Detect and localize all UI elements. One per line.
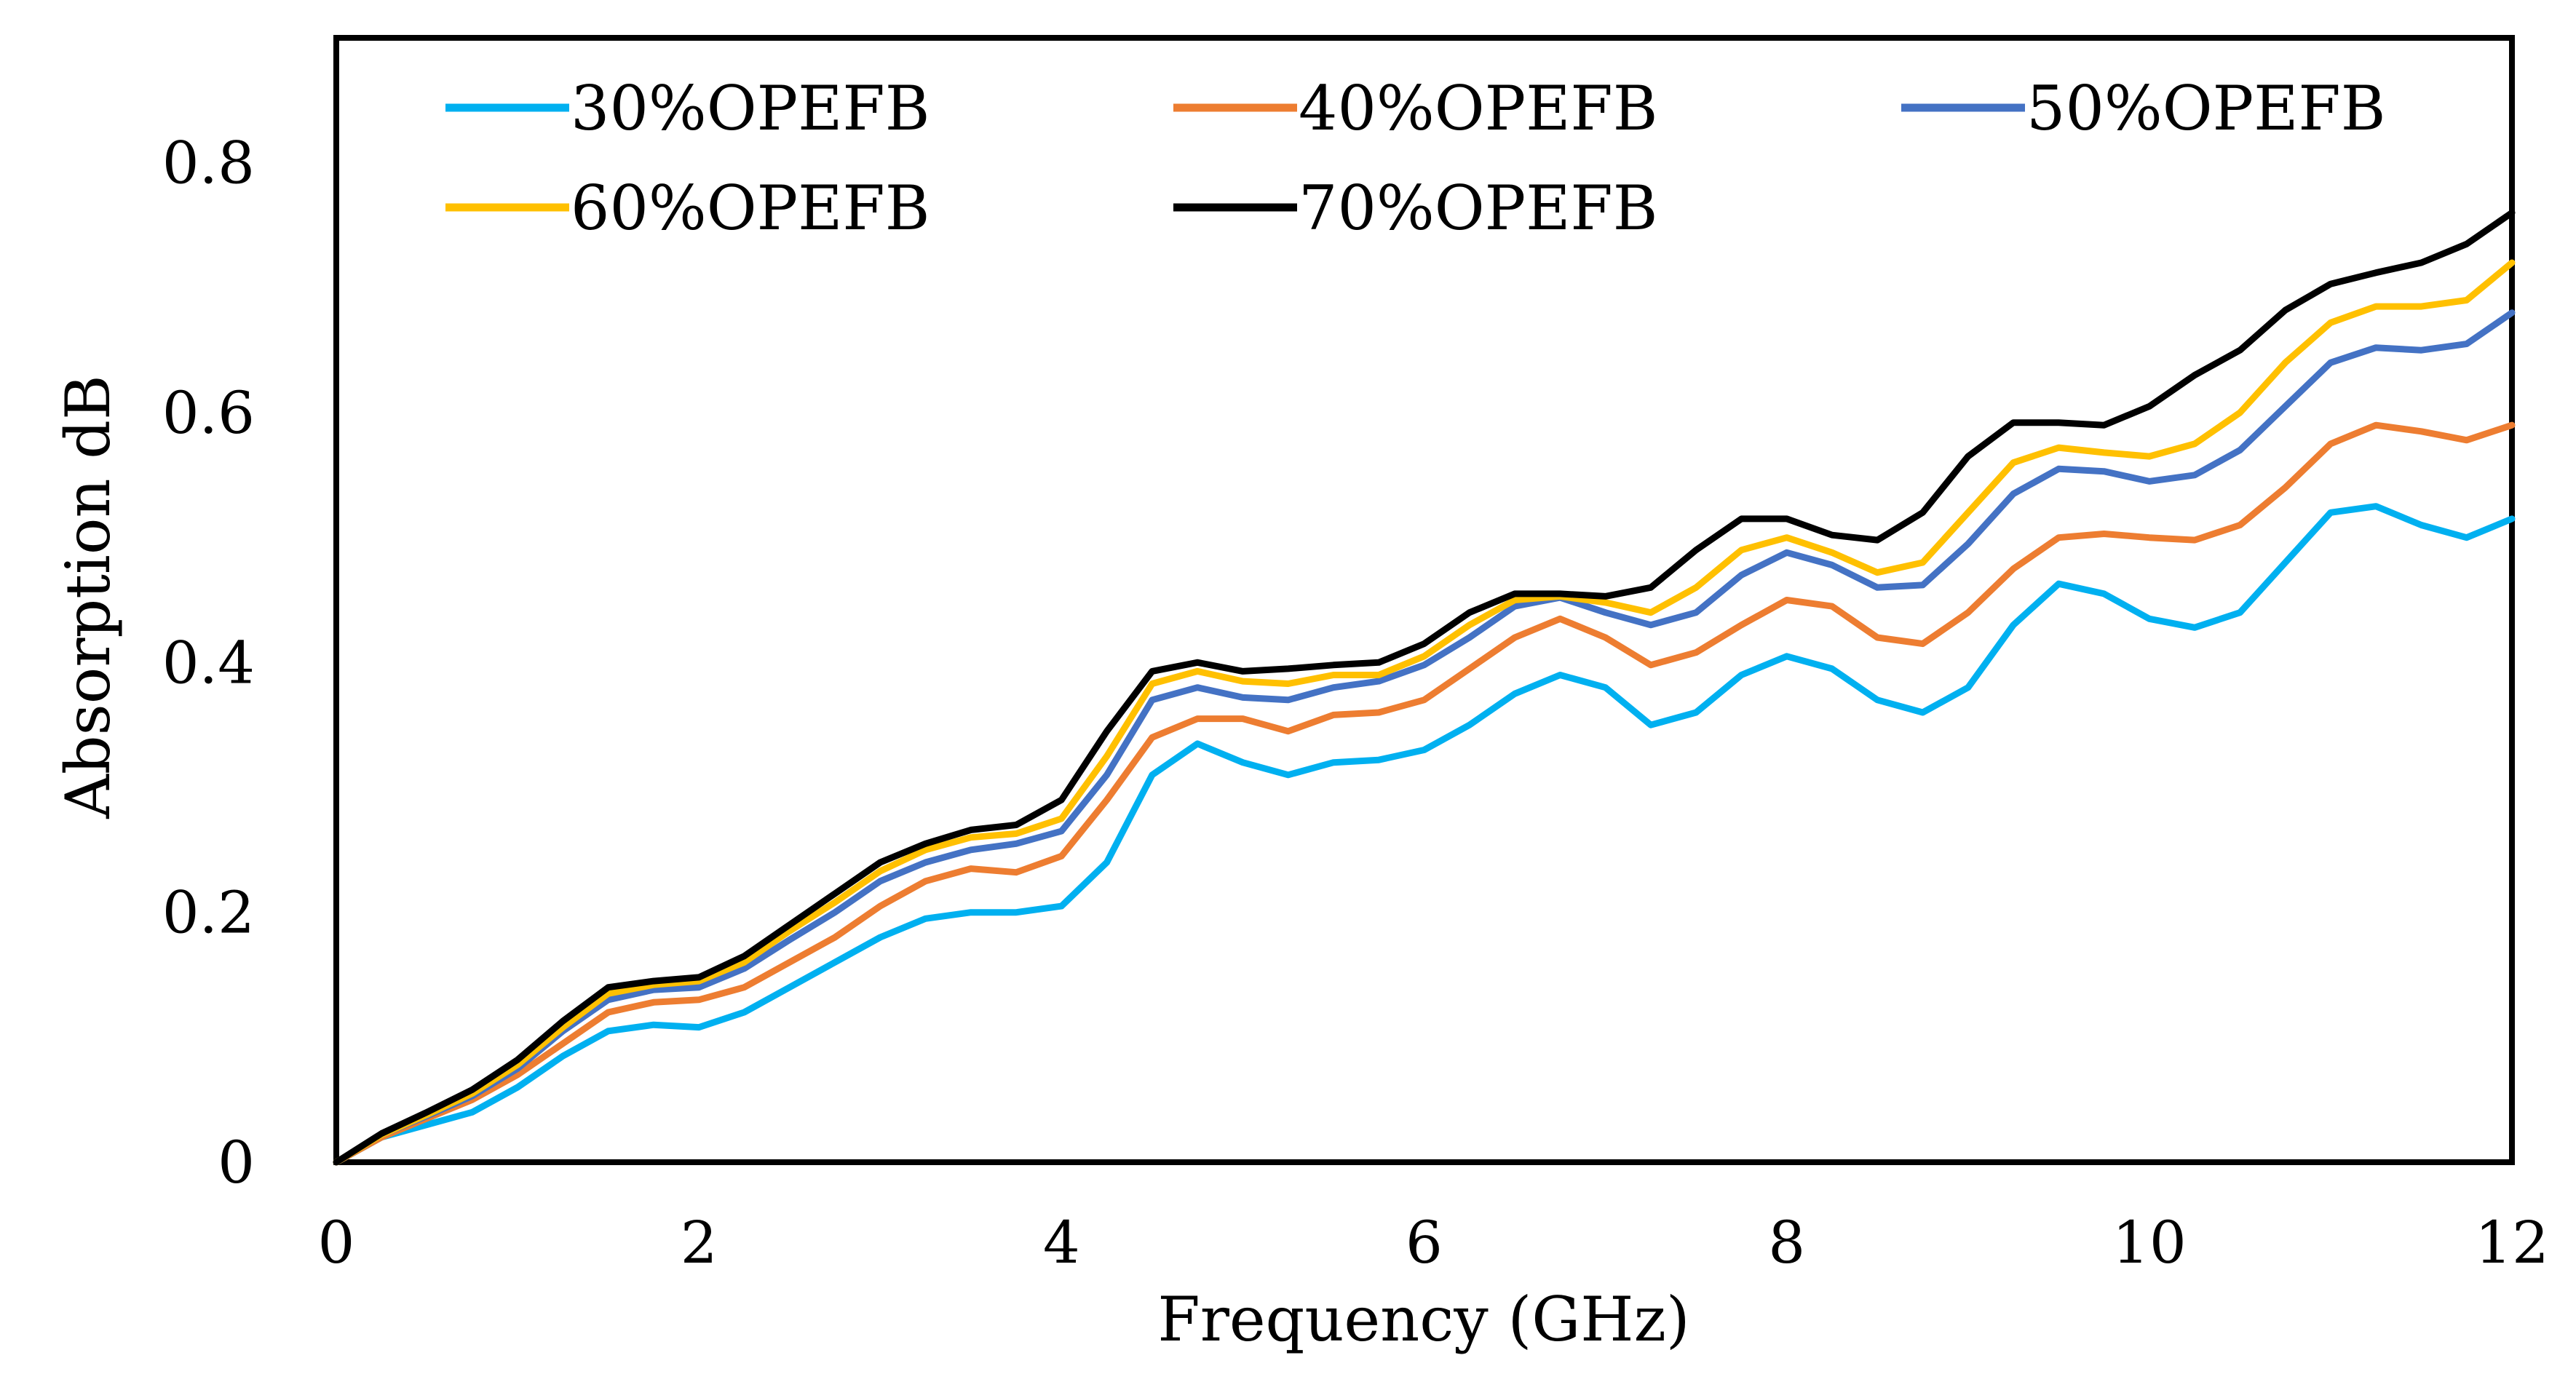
legend-label-40-opefb: 40%OPEFB [1299,73,1657,144]
x-tick-label: 4 [1043,1209,1080,1276]
legend-label-60-opefb: 60%OPEFB [571,172,930,244]
legend: 30%OPEFB 40%OPEFB 50%OPEFB 60%OPEFB 70%OPEFB [445,73,2385,244]
series-line-40-opefb [333,421,2516,1166]
y-tick-label: 0 [218,1129,255,1196]
y-axis-title: Absorption dB [52,375,124,819]
x-axis-title: Frequency (GHz) [1157,1284,1689,1355]
x-tick-label: 0 [318,1209,355,1276]
y-axis-ticks: 0 0.2 0.4 0.6 0.8 [162,130,255,1196]
legend-label-50-opefb: 50%OPEFB [2026,73,2385,144]
y-tick-label: 0.4 [162,629,255,696]
x-tick-label: 6 [1406,1209,1443,1276]
y-tick-label: 0.8 [162,130,255,197]
legend-label-70-opefb: 70%OPEFB [1299,172,1657,244]
series-line-70-opefb [333,209,2516,1166]
series-line-50-opefb [333,309,2516,1166]
plot-area-frame [333,35,2515,1165]
legend-label-30-opefb: 30%OPEFB [571,73,930,144]
y-tick-label: 0.6 [162,379,255,447]
series-line-60-opefb [333,259,2516,1166]
y-tick-label: 0.2 [162,879,255,947]
series-layer [333,209,2516,1166]
series-line-30-opefb [333,503,2516,1166]
x-tick-label: 2 [681,1209,718,1276]
x-tick-label: 10 [2112,1209,2187,1276]
x-axis-ticks: 0 2 4 6 8 10 12 [318,1209,2549,1276]
x-tick-label: 12 [2475,1209,2549,1276]
x-tick-label: 8 [1768,1209,1805,1276]
